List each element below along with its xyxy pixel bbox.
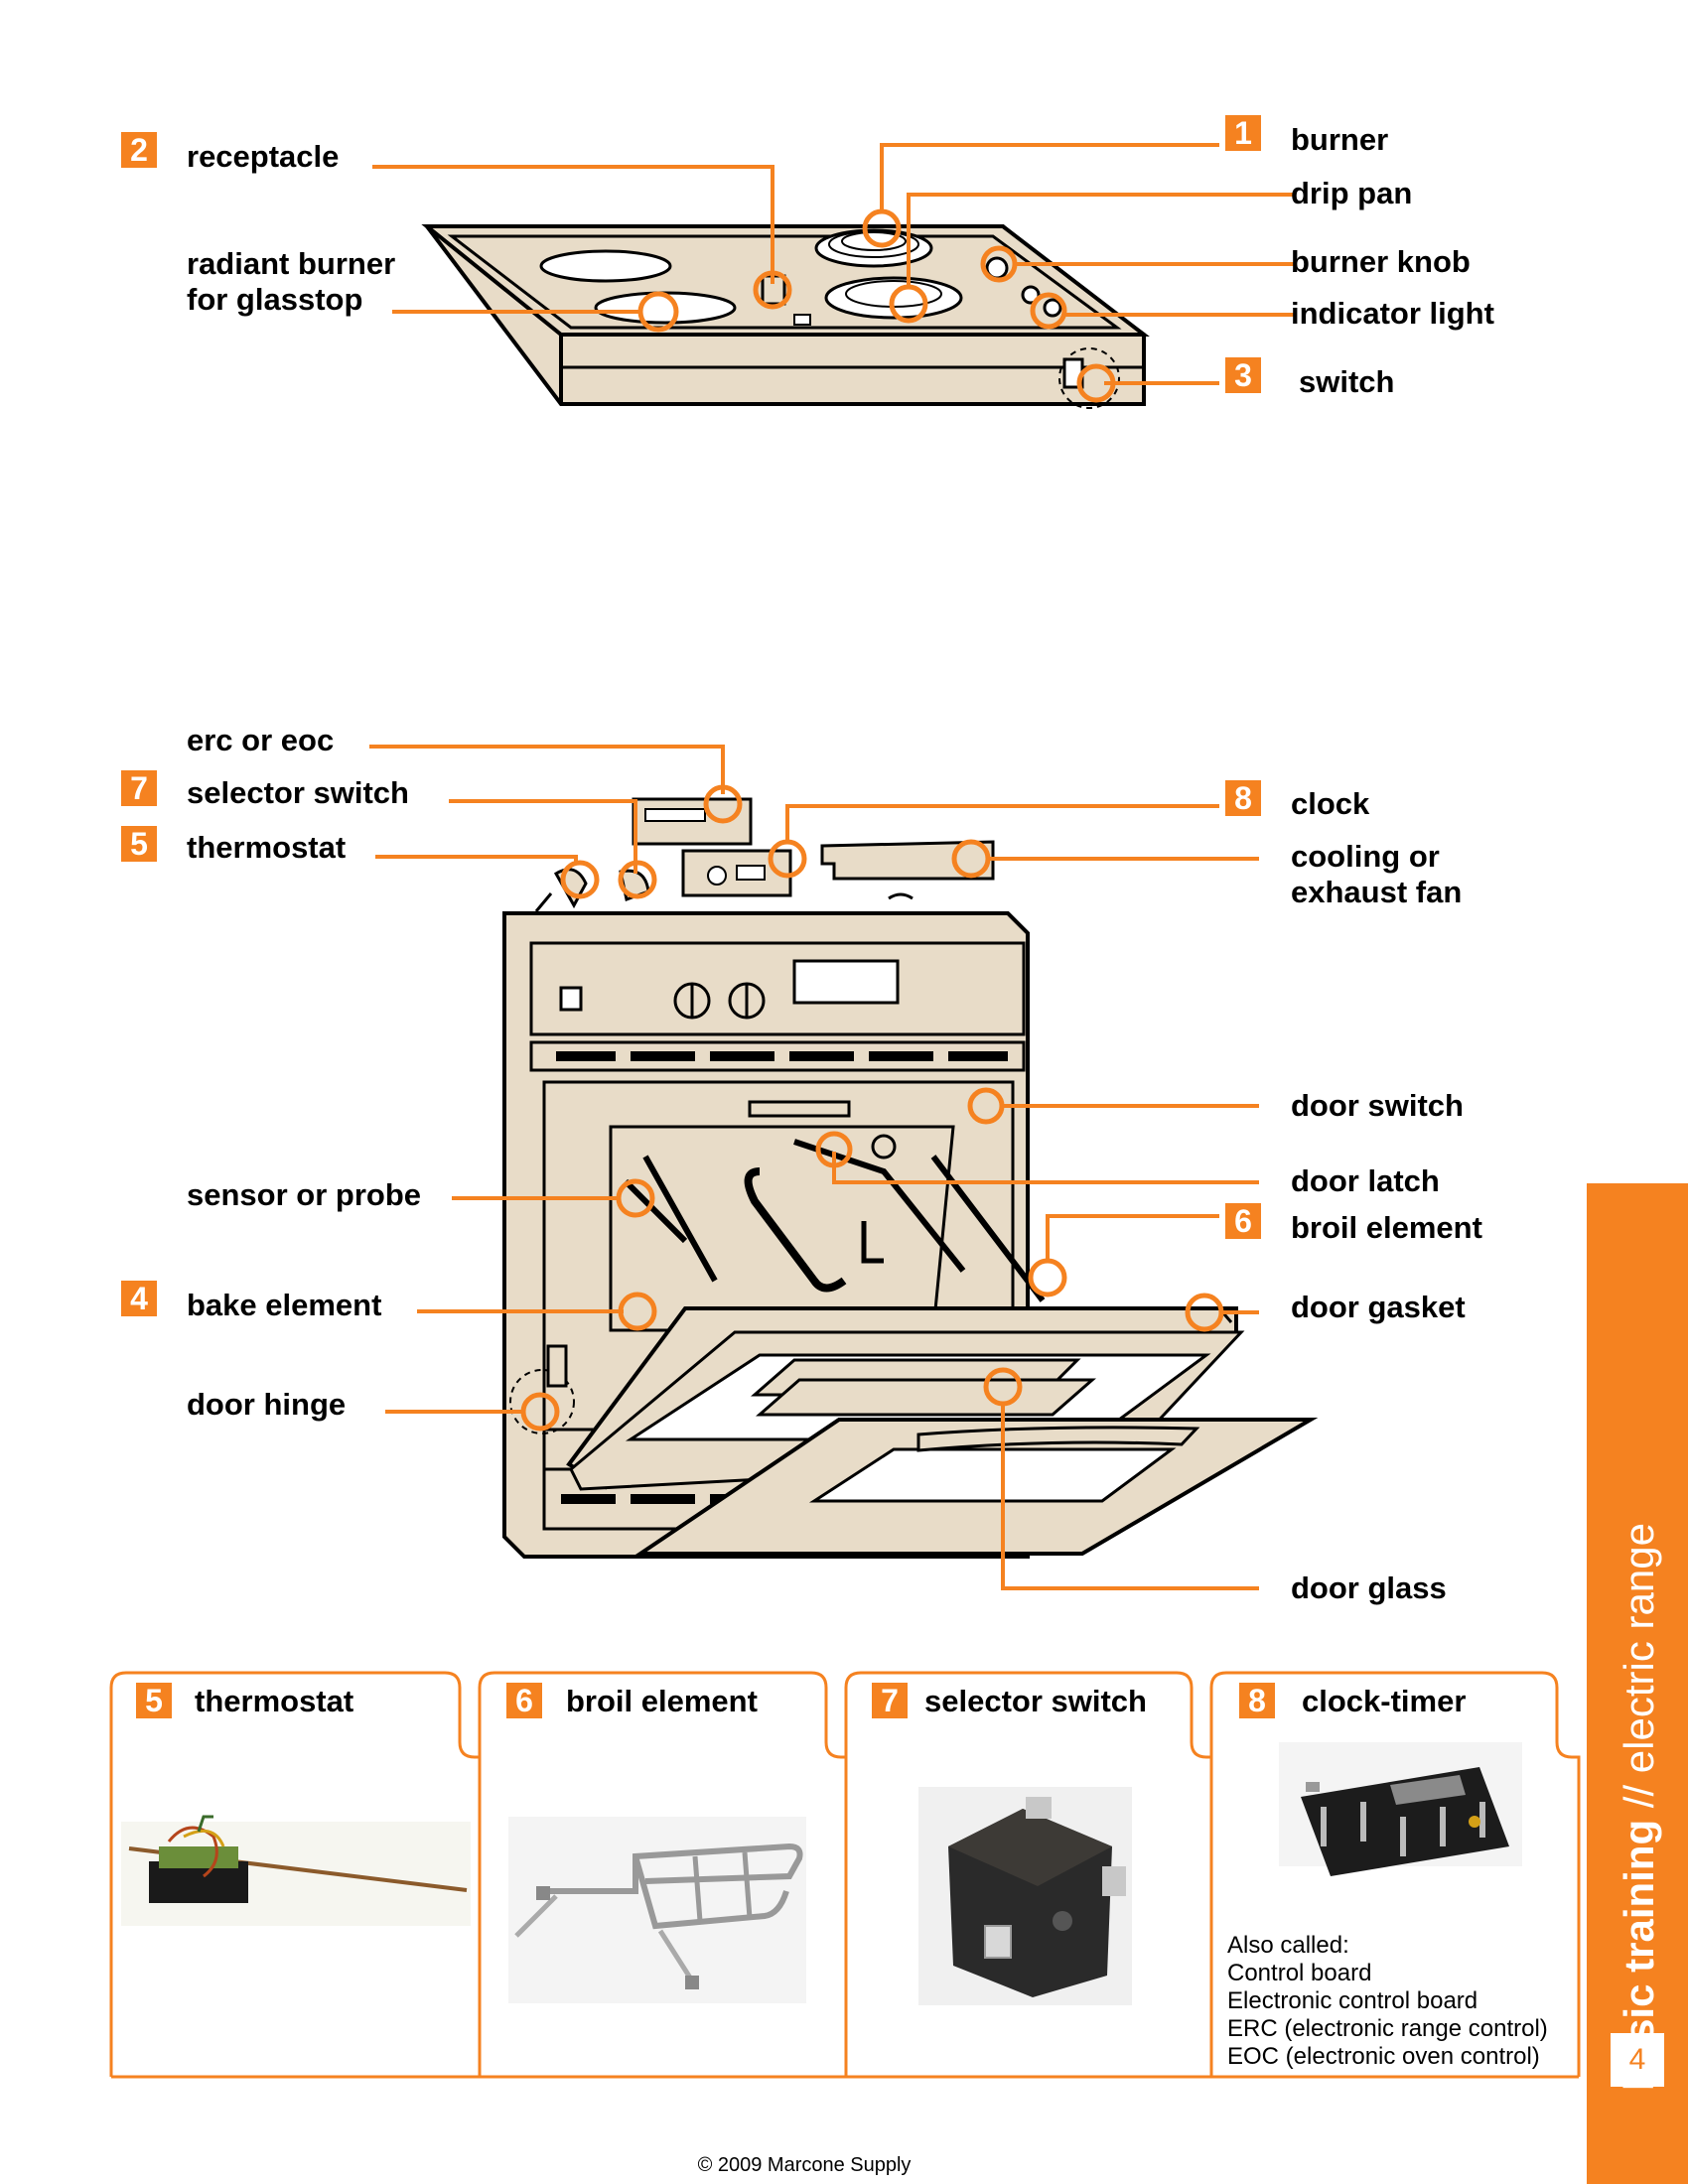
thermostat-photo bbox=[121, 1815, 471, 1926]
label-burner-knob: burner knob bbox=[1291, 244, 1471, 279]
badge-clock: 8 bbox=[1225, 780, 1261, 816]
label-door-glass: door glass bbox=[1291, 1570, 1447, 1605]
note-line: EOC (electronic oven control) bbox=[1227, 2043, 1540, 2070]
label-cooling-fan-line2: exhaust fan bbox=[1291, 875, 1463, 909]
cooktop-callout-circles bbox=[637, 208, 1116, 403]
label-door-hinge: door hinge bbox=[187, 1387, 347, 1422]
note-line: Also called: bbox=[1227, 1932, 1349, 1959]
selector-switch-photo bbox=[918, 1787, 1132, 2005]
label-radiant-burner: radiant burner bbox=[187, 246, 396, 281]
page-number: 4 bbox=[1611, 2033, 1664, 2087]
label-selector-switch: selector switch bbox=[187, 775, 409, 810]
note-line: Control board bbox=[1227, 1960, 1372, 1986]
copyright-footer: © 2009 Marcone Supply bbox=[697, 2154, 912, 2176]
cooktop-leader-lines bbox=[372, 143, 1295, 385]
tab-title-thermostat: thermostat bbox=[195, 1684, 354, 1718]
note-line: ERC (electronic range control) bbox=[1227, 2015, 1548, 2042]
label-switch: switch bbox=[1299, 364, 1395, 399]
label-door-latch: door latch bbox=[1291, 1163, 1440, 1198]
badge-receptacle: 2 bbox=[121, 132, 157, 168]
cooktop-illustration bbox=[421, 224, 1150, 409]
badge-selector-switch: 7 bbox=[121, 770, 157, 806]
label-radiant-burner-line2: for glasstop bbox=[187, 282, 363, 317]
parts-tab-frames bbox=[109, 1671, 1581, 2079]
label-door-switch: door switch bbox=[1291, 1088, 1464, 1123]
label-indicator-light: indicator light bbox=[1291, 296, 1494, 331]
label-thermostat: thermostat bbox=[187, 830, 347, 865]
oven-callout-circles bbox=[520, 784, 1224, 1432]
tab-badge-clock-timer: 8 bbox=[1239, 1683, 1275, 1718]
tab-badge-selector-switch: 7 bbox=[872, 1683, 908, 1718]
clock-timer-note: Also called: Control board Electronic co… bbox=[1227, 1932, 1548, 2071]
sidebar-title: basic training // electric range bbox=[1616, 1523, 1663, 2091]
badge-broil-element: 6 bbox=[1225, 1203, 1261, 1239]
broil-element-photo bbox=[508, 1817, 806, 2003]
label-receptacle: receptacle bbox=[187, 139, 340, 174]
label-broil-element: broil element bbox=[1291, 1210, 1482, 1245]
label-sensor-probe: sensor or probe bbox=[187, 1177, 421, 1212]
note-line: Electronic control board bbox=[1227, 1987, 1478, 2014]
label-burner: burner bbox=[1291, 122, 1389, 157]
badge-bake-element: 4 bbox=[121, 1281, 157, 1316]
badge-switch: 3 bbox=[1225, 357, 1261, 393]
label-bake-element: bake element bbox=[187, 1288, 382, 1322]
badge-burner: 1 bbox=[1225, 115, 1261, 151]
tab-title-broil-element: broil element bbox=[566, 1684, 758, 1718]
label-door-gasket: door gasket bbox=[1291, 1290, 1466, 1324]
tab-badge-thermostat: 5 bbox=[136, 1683, 172, 1718]
label-cooling-fan: cooling or bbox=[1291, 839, 1440, 874]
section-sidebar bbox=[1587, 1183, 1688, 2184]
label-drip-pan: drip pan bbox=[1291, 176, 1413, 210]
label-clock: clock bbox=[1291, 786, 1370, 821]
tab-badge-broil-element: 6 bbox=[506, 1683, 542, 1718]
oven-illustration bbox=[502, 797, 1319, 1559]
tab-title-selector-switch: selector switch bbox=[924, 1684, 1147, 1718]
tab-title-clock-timer: clock-timer bbox=[1302, 1684, 1467, 1718]
sidebar-title-rest: // electric range bbox=[1616, 1523, 1662, 1820]
oven-leader-lines bbox=[369, 745, 1259, 1590]
badge-thermostat: 5 bbox=[121, 826, 157, 862]
clock-timer-photo bbox=[1279, 1742, 1522, 1876]
label-erc-eoc: erc or eoc bbox=[187, 723, 335, 757]
